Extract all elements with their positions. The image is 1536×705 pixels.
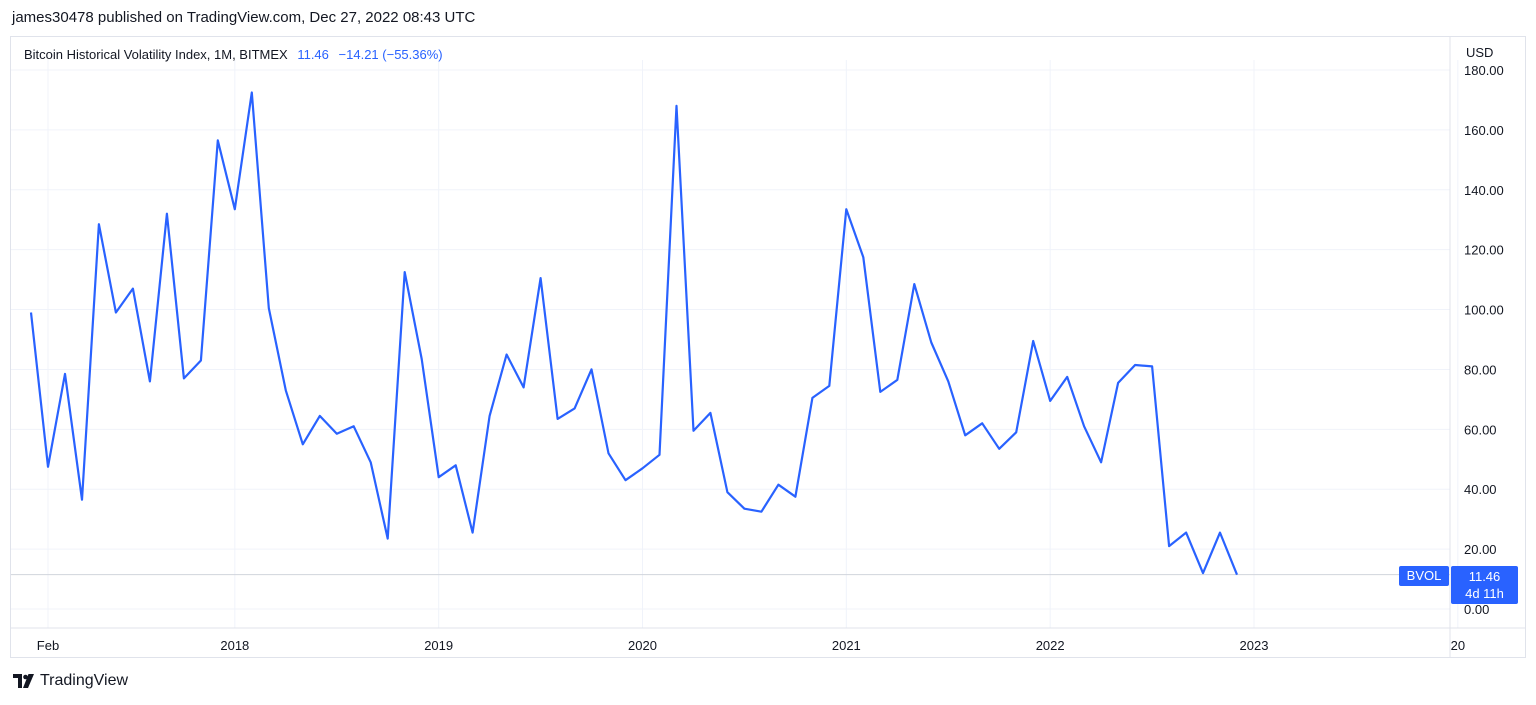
- tradingview-logo-icon: [13, 674, 34, 688]
- chart-legend[interactable]: Bitcoin Historical Volatility Index, 1M,…: [24, 47, 443, 62]
- x-tick-label: 2022: [1036, 638, 1065, 653]
- x-tick-label: 2020: [628, 638, 657, 653]
- x-tick-label: Feb: [37, 638, 59, 653]
- ticker-price-tag: BVOL: [1399, 566, 1449, 586]
- x-tick-label: 2021: [832, 638, 861, 653]
- chart-pane[interactable]: [10, 36, 1526, 658]
- y-tick-label: 20.00: [1464, 542, 1497, 557]
- y-tick-label: 160.00: [1464, 123, 1504, 138]
- y-tick-label: 60.00: [1464, 422, 1497, 437]
- y-tick-label: 140.00: [1464, 183, 1504, 198]
- y-tick-label: 0.00: [1464, 602, 1489, 617]
- y-tick-label: 100.00: [1464, 303, 1504, 318]
- currency-label[interactable]: USD: [1466, 45, 1494, 60]
- y-tick-label: 40.00: [1464, 482, 1497, 497]
- x-tick-label: 2019: [424, 638, 453, 653]
- publish-info: james30478 published on TradingView.com,…: [12, 9, 476, 26]
- y-axis-ticks: 0.00 20.00 40.00 60.00 80.00 100.00 120.00 140.…: [1464, 63, 1504, 617]
- y-tick-label: 120.00: [1464, 243, 1504, 258]
- x-tick-label: 2023: [1240, 638, 1269, 653]
- symbol-name[interactable]: Bitcoin Historical Volatility Index, 1M,…: [24, 47, 288, 62]
- series-layer: [11, 91, 1450, 576]
- series-line-bvol[interactable]: [29, 91, 1239, 576]
- y-tick-label: 180.00: [1464, 63, 1504, 78]
- tradingview-brand: TradingView: [40, 672, 129, 689]
- last-price-tag: 11.46 4d 11h: [1451, 566, 1518, 604]
- x-tick-label: 20: [1451, 638, 1465, 653]
- price-change: −14.21 (−55.36%): [338, 47, 443, 62]
- last-value: 11.46: [297, 47, 329, 62]
- grid-lines: [11, 37, 1525, 657]
- y-tick-label: 80.00: [1464, 362, 1497, 377]
- bar-countdown: 4d 11h: [1465, 586, 1504, 601]
- tradingview-logo[interactable]: TradingView: [13, 672, 128, 690]
- x-axis-ticks: Feb 2018 2019 2020 2021 2022 2023 20: [37, 638, 1465, 653]
- last-price-value: 11.46: [1468, 569, 1501, 584]
- x-tick-label: 2018: [220, 638, 249, 653]
